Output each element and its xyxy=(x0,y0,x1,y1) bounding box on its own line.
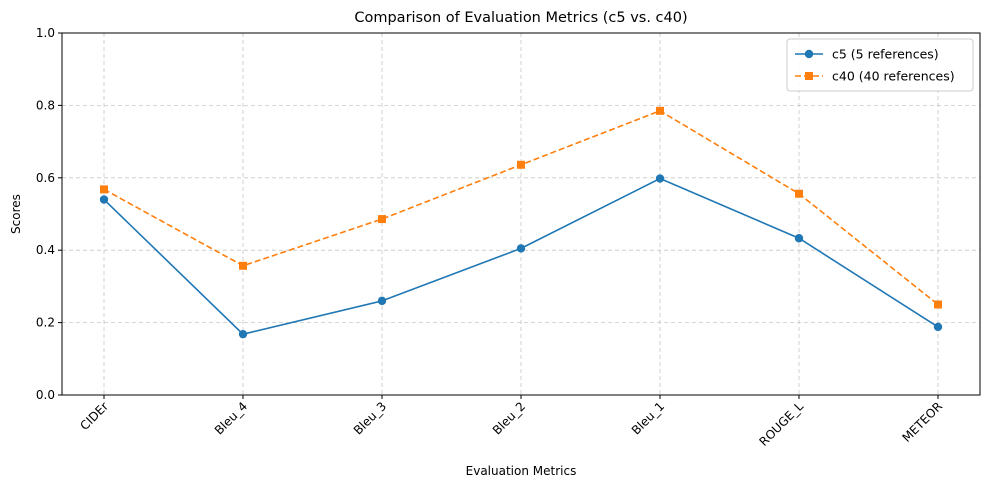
x-tick-label: CIDEr xyxy=(77,399,111,433)
data-point-circle xyxy=(794,234,804,243)
y-tick-label: 1.0 xyxy=(36,26,55,40)
legend: c5 (5 references) c40 (40 references) xyxy=(786,38,974,92)
y-tick-label: 0.2 xyxy=(36,316,55,330)
data-point-circle xyxy=(99,195,109,204)
x-tick-label: METEOR xyxy=(899,399,945,445)
y-tick-label: 0.6 xyxy=(36,171,55,185)
x-tick-label: Bleu_2 xyxy=(490,399,528,437)
legend-item: c5 (5 references) xyxy=(795,47,939,62)
x-axis-label: Evaluation Metrics xyxy=(466,464,577,478)
y-tick-label: 0.0 xyxy=(36,388,55,402)
x-tick-label: Bleu_4 xyxy=(212,399,250,437)
data-point-square xyxy=(239,261,247,270)
series-1 xyxy=(99,174,943,339)
data-point-square xyxy=(517,160,525,169)
data-point-circle xyxy=(238,329,248,339)
legend-marker-circle xyxy=(804,49,814,59)
data-point-circle xyxy=(933,322,943,332)
data-point-square xyxy=(795,189,803,198)
data-point-square xyxy=(378,215,386,224)
data-point-square xyxy=(100,185,108,194)
data-point-circle xyxy=(655,174,665,183)
x-tick-label: Bleu_3 xyxy=(351,399,389,437)
data-point-square xyxy=(934,300,942,309)
x-tick-label: ROUGE_L xyxy=(757,399,807,449)
legend-item: c40 (40 references) xyxy=(795,69,955,84)
series-2 xyxy=(100,106,942,309)
data-point-circle xyxy=(516,244,526,253)
y-tick-label: 0.4 xyxy=(36,243,55,257)
legend-label: c5 (5 references) xyxy=(832,47,939,62)
legend-label: c40 (40 references) xyxy=(832,69,955,84)
x-tick-label: Bleu_1 xyxy=(629,399,667,437)
chart-title: Comparison of Evaluation Metrics (c5 vs.… xyxy=(354,10,687,26)
series-layer xyxy=(99,106,943,339)
data-point-square xyxy=(656,106,664,115)
legend-marker-square xyxy=(805,72,813,80)
legend-box xyxy=(786,38,974,92)
data-point-circle xyxy=(377,296,387,306)
y-tick-label: 0.8 xyxy=(36,98,55,112)
y-axis-label: Scores xyxy=(9,194,23,234)
